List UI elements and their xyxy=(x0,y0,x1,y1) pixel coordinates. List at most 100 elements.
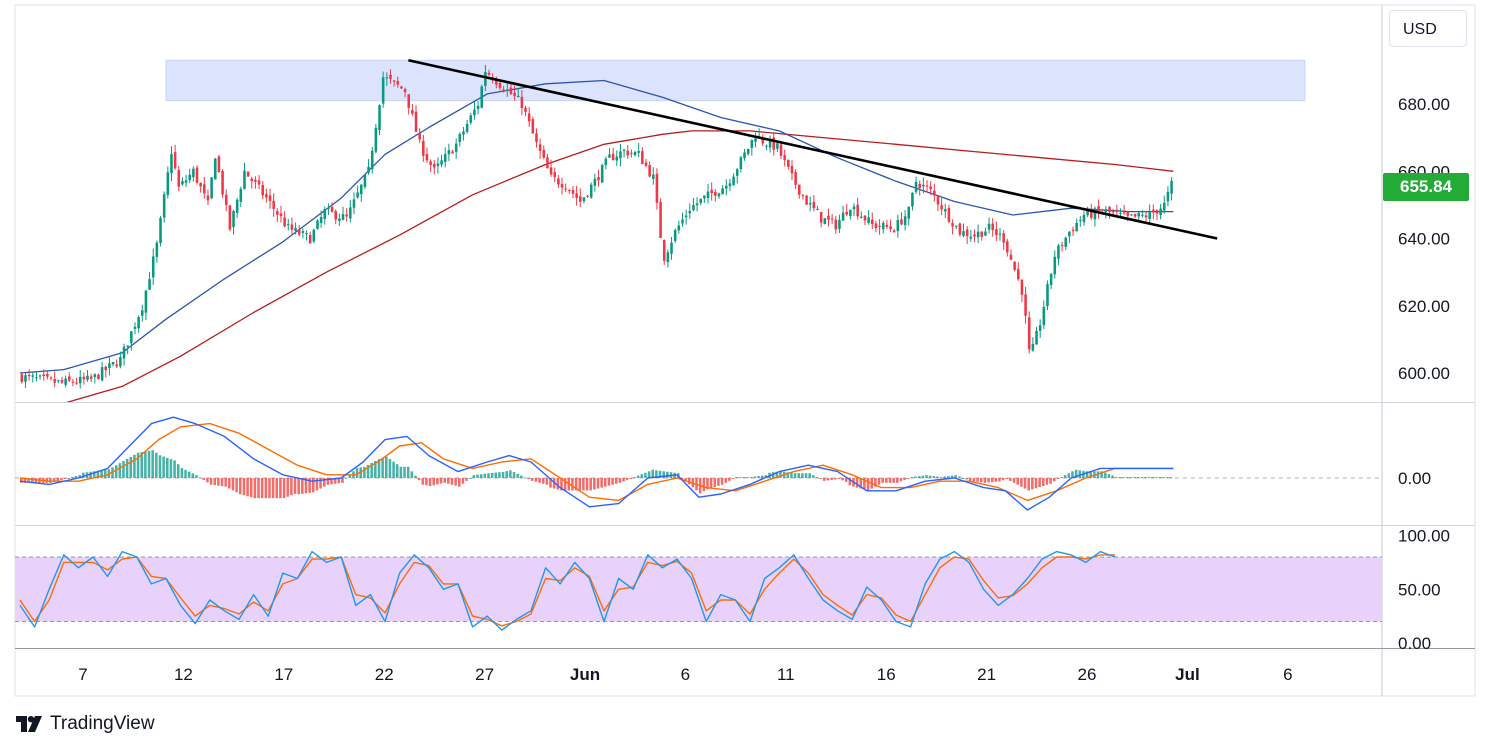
macd-histogram-bar xyxy=(746,477,749,479)
macd-histogram-bar xyxy=(983,478,987,483)
macd-histogram-bar xyxy=(275,478,279,499)
candle-body xyxy=(641,151,644,165)
candle-body xyxy=(232,211,235,228)
candle-body xyxy=(812,201,816,209)
candle-body xyxy=(600,164,604,183)
candle-body xyxy=(363,174,367,187)
macd-histogram-bar xyxy=(994,478,998,482)
currency-selector[interactable]: USD xyxy=(1389,10,1467,47)
macd-pane[interactable] xyxy=(15,416,1382,511)
time-tick-label: 21 xyxy=(977,665,996,684)
candle-body xyxy=(750,139,754,149)
time-tick-label: 6 xyxy=(1283,665,1292,684)
candle-body xyxy=(535,133,538,142)
macd-histogram-bar xyxy=(841,478,844,481)
macd-histogram-bar xyxy=(720,478,724,485)
candle-body xyxy=(593,178,597,186)
candle-body xyxy=(60,380,64,383)
candle-body xyxy=(429,161,432,165)
macd-histogram-bar xyxy=(1016,478,1020,485)
macd-histogram-bar xyxy=(1045,478,1049,485)
candle-body xyxy=(947,207,951,222)
candle-body xyxy=(684,215,688,218)
macd-histogram-bar xyxy=(808,473,811,478)
candle-body xyxy=(257,180,261,185)
time-tick-label: 11 xyxy=(777,665,795,684)
candle-body xyxy=(35,377,38,379)
macd-histogram-bar xyxy=(914,476,917,478)
candle-body xyxy=(188,174,192,181)
candle-body xyxy=(1166,191,1170,202)
candle-body xyxy=(418,133,421,140)
candle-body xyxy=(349,207,352,219)
macd-histogram-bar xyxy=(877,478,881,485)
macd-histogram-bar xyxy=(622,478,625,482)
macd-histogram-bar xyxy=(837,478,841,479)
candle-body xyxy=(130,331,133,344)
candle-body xyxy=(582,197,586,202)
brand-footer[interactable]: TradingView xyxy=(16,711,155,737)
candle-body xyxy=(389,74,392,79)
candle-body xyxy=(115,364,119,367)
candle-body xyxy=(805,195,808,205)
macd-histogram-bar xyxy=(651,469,655,478)
descending-trendline[interactable] xyxy=(408,59,1218,240)
macd-histogram-bar xyxy=(757,476,760,478)
macd-histogram-bar xyxy=(176,464,180,478)
macd-histogram-bar xyxy=(122,461,125,478)
macd-histogram-bar xyxy=(892,478,895,483)
macd-histogram-bar xyxy=(647,471,651,478)
candle-body xyxy=(1006,241,1009,253)
candle-body xyxy=(724,185,728,189)
macd-histogram-bar xyxy=(753,476,757,478)
macd-histogram-bar xyxy=(293,478,297,494)
candle-body xyxy=(714,191,717,196)
time-tick-label: 12 xyxy=(174,665,193,684)
candle-body xyxy=(673,229,677,241)
macd-histogram-bar xyxy=(863,478,866,490)
candle-body xyxy=(940,205,943,210)
candle-body xyxy=(918,183,922,189)
macd-histogram-bar xyxy=(344,477,348,479)
candle-body xyxy=(246,171,250,177)
macd-histogram-bar xyxy=(687,478,691,485)
macd-histogram-bar xyxy=(706,478,709,490)
time-tick-label: 22 xyxy=(375,665,394,684)
macd-histogram-bar xyxy=(896,478,899,483)
candle-body xyxy=(933,190,936,196)
macd-histogram-bar xyxy=(1049,478,1052,484)
macd-histogram-bar xyxy=(969,478,972,481)
macd-histogram-bar xyxy=(932,476,936,478)
candle-body xyxy=(210,177,213,199)
candle-body xyxy=(630,152,633,154)
candle-body xyxy=(312,229,316,242)
macd-histogram-bar xyxy=(684,478,687,482)
candle-body xyxy=(604,158,608,166)
candle-body xyxy=(717,193,721,197)
macd-histogram-bar xyxy=(1074,469,1078,478)
macd-histogram-bar xyxy=(406,466,410,478)
candle-body xyxy=(46,373,49,377)
stochastic-pane[interactable] xyxy=(15,550,1382,631)
candle-body xyxy=(951,223,954,227)
candle-body xyxy=(662,239,666,261)
candle-body xyxy=(546,157,549,169)
macd-histogram-bar xyxy=(593,478,596,490)
macd-histogram-bar xyxy=(341,478,344,483)
candle-body xyxy=(608,154,611,158)
resistance-zone[interactable] xyxy=(165,59,1306,102)
macd-histogram-bar xyxy=(224,478,227,487)
macd-histogram-bar xyxy=(713,478,717,487)
candle-body xyxy=(903,216,907,226)
tradingview-logo-icon xyxy=(16,716,42,732)
macd-histogram-bar xyxy=(523,477,527,479)
price-pane[interactable] xyxy=(19,59,1306,406)
stochastic-tick-label: 50.00 xyxy=(1398,580,1441,599)
candle-body xyxy=(549,167,553,175)
macd-histogram-bar xyxy=(147,450,151,478)
candle-body xyxy=(637,151,640,153)
macd-histogram-bar xyxy=(312,478,315,493)
candle-body xyxy=(199,183,202,187)
